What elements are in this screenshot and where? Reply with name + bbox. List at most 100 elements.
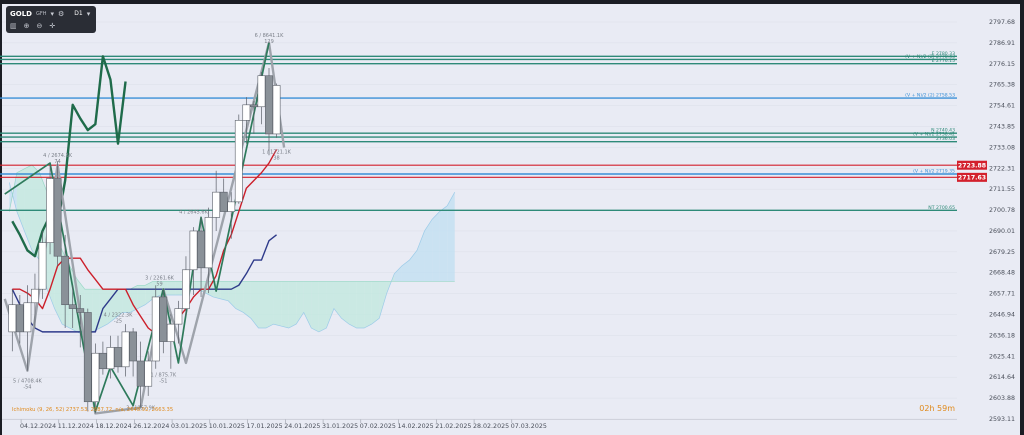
candle <box>189 227 198 296</box>
pivot-label: 3 / 2261.6K <box>145 275 175 281</box>
gear-icon[interactable]: ⚙ <box>58 9 65 18</box>
cloud-segment <box>167 281 176 296</box>
x-tick-label: 10.01.2025 <box>209 423 245 430</box>
pivot-sublabel: 38 <box>273 155 279 161</box>
bar-chart-icon[interactable]: ▥ <box>10 21 17 30</box>
pivot-sublabel: 59 <box>156 281 162 287</box>
candle <box>250 100 258 134</box>
y-tick-label: 2593.11 <box>989 416 1015 423</box>
cloud-segment <box>9 172 17 212</box>
target-level-label: NT 2700.65 <box>928 205 955 211</box>
x-tick-label: 18.12.2024 <box>96 423 132 430</box>
x-tick-label: 14.02.2025 <box>398 423 434 430</box>
y-tick-label: 2636.18 <box>989 332 1015 339</box>
cloud-segment <box>281 281 289 329</box>
candle-body <box>83 312 92 403</box>
candle-body <box>23 302 32 333</box>
candle <box>68 285 77 329</box>
candle <box>219 178 228 212</box>
target-level-label: (V + N)/2 2738.42 <box>913 132 955 138</box>
target-level-label: E 2780.33 <box>932 51 955 57</box>
pivot-label: 4 / 2645.6K <box>179 210 209 216</box>
symbol-selector[interactable]: GOLD <box>10 9 32 18</box>
y-tick-label: 2614.64 <box>989 374 1015 381</box>
candle <box>227 192 236 239</box>
chart-toolbar: GOLD GFH ▾ ⚙ D1 ▾ ▥ ⊕ ⊖ ✛ <box>6 6 96 33</box>
x-axis[interactable]: 04.12.2024 11.12.2024 18.12.2024 26.12.2024… <box>2 419 957 431</box>
candle-body <box>38 242 47 290</box>
candle-body <box>129 331 137 362</box>
y-tick-label: 2722.31 <box>989 165 1015 172</box>
candle <box>38 230 47 299</box>
pivot-label: 3 / 1257.9K <box>126 406 156 412</box>
crosshair-icon[interactable]: ✛ <box>49 21 56 30</box>
y-tick-label: 2657.71 <box>989 291 1015 298</box>
y-tick-label: 2765.38 <box>989 82 1015 89</box>
candle <box>197 217 205 297</box>
candle <box>83 308 92 412</box>
cloud-segment <box>137 285 146 309</box>
candle-body <box>197 230 205 269</box>
senkou-span-b <box>8 164 455 290</box>
candles <box>8 67 281 414</box>
x-tick-label: 17.01.2025 <box>247 423 283 430</box>
candle <box>121 324 130 377</box>
candle-body <box>46 178 54 243</box>
cloud-segment <box>250 281 259 329</box>
cloud-segment <box>349 281 357 329</box>
candle <box>159 289 168 354</box>
cloud-segment <box>439 205 448 282</box>
x-tick-label: 04.12.2024 <box>20 423 56 430</box>
candle <box>174 300 183 344</box>
cloud-segment <box>447 192 455 282</box>
candle <box>166 314 175 369</box>
x-tick-label: 07.03.2025 <box>511 423 547 430</box>
zoom-out-icon[interactable]: ⊖ <box>36 21 43 30</box>
y-tick-label: 2786.91 <box>989 40 1015 47</box>
candle <box>106 335 115 379</box>
tenkan-sen-line <box>11 234 277 333</box>
x-tick-label: 31.01.2025 <box>322 423 358 430</box>
cloud-segment <box>318 281 327 332</box>
cloud-segment <box>386 273 395 294</box>
x-tick-label: 28.02.2025 <box>473 423 509 430</box>
price-tag-label: 2723.88 <box>958 163 986 170</box>
candle-body <box>76 308 85 313</box>
chevron-down-icon[interactable]: ▾ <box>86 9 91 18</box>
candle-body <box>250 104 258 108</box>
y-tick-label: 2711.55 <box>989 186 1015 193</box>
candle <box>8 289 17 352</box>
candle-body <box>15 304 24 333</box>
cloud-segment <box>432 211 440 282</box>
y-tick-label: 2679.25 <box>989 249 1015 256</box>
cloud-segment <box>175 281 183 296</box>
candle <box>234 114 243 204</box>
candle <box>76 295 85 348</box>
candle-body <box>106 347 115 370</box>
cloud-segment <box>122 289 131 313</box>
pivot-label: 1 / 875.7K <box>150 373 176 379</box>
pivot-label: 4 / 2674.3K <box>43 153 73 159</box>
x-tick-label: 24.01.2025 <box>284 423 320 430</box>
pivot-sublabel: -51 <box>159 379 167 385</box>
cloud-segment <box>326 281 334 329</box>
cloud-segment <box>130 285 138 313</box>
y-tick-label: 2603.88 <box>989 395 1015 402</box>
cloud-segment <box>394 265 402 282</box>
zoom-in-icon[interactable]: ⊕ <box>23 21 30 30</box>
candle <box>46 164 54 255</box>
candle <box>182 256 190 317</box>
candle <box>53 161 62 266</box>
price-tag <box>957 172 987 182</box>
y-axis[interactable]: 2797.68 2786.91 2776.15 2765.38 2754.61 2743.… <box>989 19 1015 423</box>
cloud-segment <box>24 164 32 251</box>
candle-body <box>272 85 281 135</box>
cloud-segment <box>364 281 372 329</box>
timeframe-selector[interactable]: D1 <box>74 10 83 17</box>
cloud-segment <box>190 281 199 290</box>
y-tick-label: 2733.08 <box>989 144 1015 151</box>
cloud-segment <box>356 281 365 329</box>
candle-body <box>166 323 175 342</box>
chevron-down-icon[interactable]: ▾ <box>50 9 54 18</box>
